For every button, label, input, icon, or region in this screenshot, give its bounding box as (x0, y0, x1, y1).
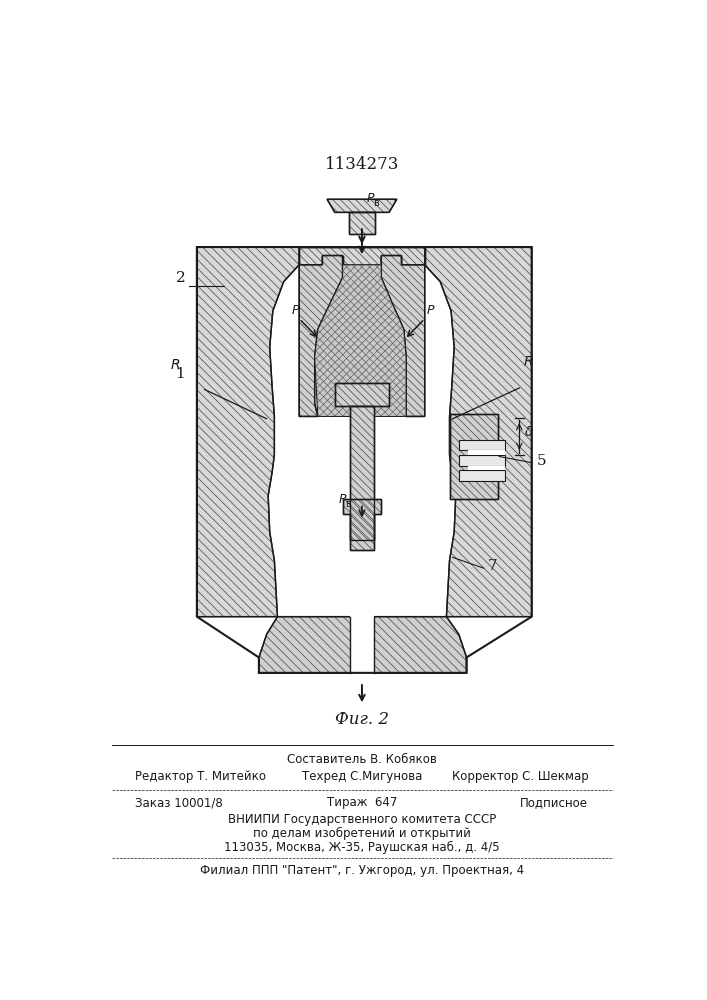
Text: Техред С.Мигунова: Техред С.Мигунова (302, 770, 422, 783)
Polygon shape (299, 247, 425, 265)
Text: δ: δ (525, 425, 533, 439)
Polygon shape (327, 199, 397, 212)
Polygon shape (349, 406, 374, 540)
Text: P: P (291, 304, 299, 317)
Polygon shape (299, 256, 343, 416)
Text: ВНИИПИ Государственного комитета СССР: ВНИИПИ Государственного комитета СССР (228, 813, 496, 826)
Polygon shape (315, 265, 406, 416)
Text: 113035, Москва, Ж-35, Раушская наб., д. 4/5: 113035, Москва, Ж-35, Раушская наб., д. … (224, 841, 500, 854)
Text: 2: 2 (175, 271, 185, 285)
Text: P: P (367, 192, 374, 205)
Polygon shape (343, 499, 381, 550)
Bar (468, 450, 506, 455)
Text: в: в (373, 198, 378, 208)
Text: R: R (524, 355, 534, 369)
Bar (459, 455, 506, 466)
Polygon shape (450, 414, 498, 499)
Polygon shape (335, 383, 389, 406)
Text: Фиг. 2: Фиг. 2 (335, 711, 389, 728)
Polygon shape (349, 212, 375, 234)
Bar (349, 615, 374, 675)
Text: 5: 5 (537, 454, 546, 468)
Text: Подписное: Подписное (520, 796, 588, 809)
Text: Составитель В. Кобяков: Составитель В. Кобяков (287, 753, 437, 766)
Text: в: в (345, 499, 351, 509)
Text: Редактор Т. Митейко: Редактор Т. Митейко (135, 770, 266, 783)
Text: Тираж  647: Тираж 647 (327, 796, 397, 809)
Text: P: P (426, 304, 434, 317)
Text: 1: 1 (175, 367, 185, 381)
Text: 1134273: 1134273 (325, 156, 399, 173)
Text: R: R (170, 358, 180, 372)
Bar (459, 440, 506, 450)
Polygon shape (425, 247, 532, 617)
Text: Заказ 10001/8: Заказ 10001/8 (135, 796, 223, 809)
Bar (468, 466, 506, 470)
Text: P: P (339, 493, 346, 506)
Polygon shape (197, 247, 299, 617)
Text: Филиал ППП "Патент", г. Ужгород, ул. Проектная, 4: Филиал ППП "Патент", г. Ужгород, ул. Про… (200, 864, 524, 877)
Text: 7: 7 (488, 559, 497, 573)
Text: Корректор С. Шекмар: Корректор С. Шекмар (452, 770, 588, 783)
Polygon shape (259, 617, 467, 673)
Bar (459, 470, 506, 481)
Polygon shape (381, 256, 425, 416)
Text: по делам изобретений и открытий: по делам изобретений и открытий (253, 827, 471, 840)
